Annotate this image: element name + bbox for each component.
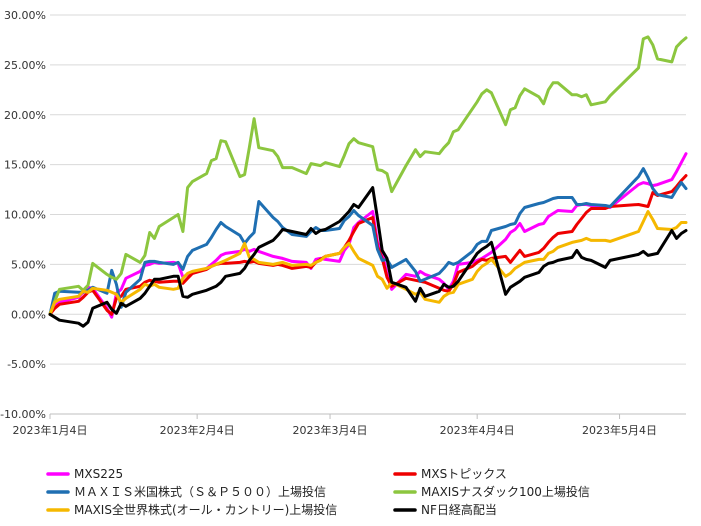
x-tick-label: 2023年2月4日	[160, 423, 235, 437]
legend-label: NF日経高配当	[421, 502, 497, 517]
legend-label: MXSトピックス	[421, 467, 507, 481]
series-line	[48, 210, 688, 316]
legend-item: MAXIS全世界株式(オール・カントリー)上場投信	[46, 502, 337, 517]
legend-item: MXSトピックス	[393, 467, 507, 481]
y-tick-label: 25.00%	[4, 59, 46, 72]
y-tick-label: 5.00%	[11, 258, 46, 271]
y-tick-label: 0.00%	[11, 308, 46, 321]
series-line	[48, 167, 688, 316]
y-tick-label: 30.00%	[4, 9, 46, 22]
legend: MXS225 MXSトピックス ＭＡＸＩＳ米国株式（Ｓ＆Ｐ５００）上場投信 MAXIS…	[46, 467, 590, 517]
y-axis-tick-labels: -10.00% -5.00% 0.00% 5.00% 10.00% 15.00% 20.00…	[0, 9, 46, 421]
y-tick-label: 15.00%	[4, 159, 46, 172]
legend-label: MAXIS全世界株式(オール・カントリー)上場投信	[74, 502, 337, 517]
y-tick-label: 20.00%	[4, 109, 46, 122]
x-tick-label: 2023年1月4日	[13, 423, 88, 437]
legend-label: MAXISナスダック100上場投信	[421, 484, 590, 499]
y-tick-label: 10.00%	[4, 209, 46, 222]
series-lines	[48, 35, 688, 328]
legend-label: ＭＡＸＩＳ米国株式（Ｓ＆Ｐ５００）上場投信	[74, 484, 326, 499]
legend-label: MXS225	[74, 467, 123, 481]
y-tick-label: -10.00%	[0, 408, 46, 421]
legend-item: NF日経高配当	[393, 502, 497, 517]
series-line	[48, 186, 688, 328]
y-tick-label: -5.00%	[7, 358, 46, 371]
x-tick-label: 2023年4月4日	[440, 423, 515, 437]
legend-item: ＭＡＸＩＳ米国株式（Ｓ＆Ｐ５００）上場投信	[46, 484, 326, 499]
legend-item: MXS225	[46, 467, 123, 481]
legend-item: MAXISナスダック100上場投信	[393, 484, 590, 499]
x-tick-label: 2023年3月4日	[293, 423, 368, 437]
x-tick-label: 2023年5月4日	[582, 423, 657, 437]
x-axis: 2023年1月4日 2023年2月4日 2023年3月4日 2023年4月4日 2023…	[13, 413, 686, 437]
series-line	[48, 35, 688, 316]
